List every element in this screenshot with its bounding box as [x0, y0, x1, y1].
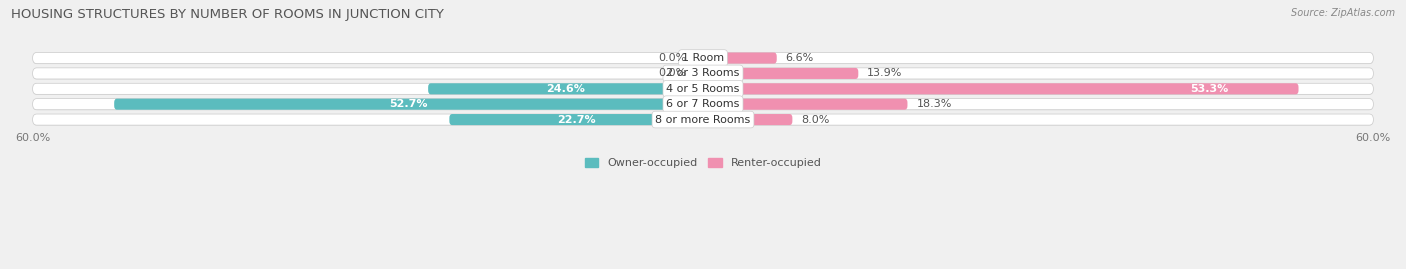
- Text: 13.9%: 13.9%: [868, 68, 903, 79]
- FancyBboxPatch shape: [703, 99, 907, 110]
- FancyBboxPatch shape: [703, 52, 776, 63]
- FancyBboxPatch shape: [32, 52, 1374, 64]
- Text: 22.7%: 22.7%: [557, 115, 596, 125]
- Text: 1 Room: 1 Room: [682, 53, 724, 63]
- Text: 18.3%: 18.3%: [917, 99, 952, 109]
- FancyBboxPatch shape: [32, 99, 1374, 110]
- FancyBboxPatch shape: [429, 83, 703, 94]
- FancyBboxPatch shape: [32, 83, 1374, 95]
- FancyBboxPatch shape: [32, 114, 1374, 126]
- Text: 0.0%: 0.0%: [658, 53, 686, 63]
- Text: 53.3%: 53.3%: [1189, 84, 1229, 94]
- Text: HOUSING STRUCTURES BY NUMBER OF ROOMS IN JUNCTION CITY: HOUSING STRUCTURES BY NUMBER OF ROOMS IN…: [11, 8, 444, 21]
- Text: 24.6%: 24.6%: [546, 84, 585, 94]
- Text: Source: ZipAtlas.com: Source: ZipAtlas.com: [1291, 8, 1395, 18]
- FancyBboxPatch shape: [703, 83, 1299, 94]
- FancyBboxPatch shape: [32, 99, 1374, 110]
- Legend: Owner-occupied, Renter-occupied: Owner-occupied, Renter-occupied: [585, 158, 821, 168]
- Text: 8 or more Rooms: 8 or more Rooms: [655, 115, 751, 125]
- Text: 4 or 5 Rooms: 4 or 5 Rooms: [666, 84, 740, 94]
- FancyBboxPatch shape: [703, 114, 793, 125]
- FancyBboxPatch shape: [703, 68, 858, 79]
- Text: 52.7%: 52.7%: [389, 99, 427, 109]
- FancyBboxPatch shape: [32, 52, 1374, 63]
- FancyBboxPatch shape: [32, 83, 1374, 94]
- Text: 6 or 7 Rooms: 6 or 7 Rooms: [666, 99, 740, 109]
- Text: 6.6%: 6.6%: [786, 53, 814, 63]
- FancyBboxPatch shape: [32, 114, 1374, 125]
- FancyBboxPatch shape: [32, 68, 1374, 79]
- FancyBboxPatch shape: [114, 99, 703, 110]
- Text: 0.0%: 0.0%: [658, 68, 686, 79]
- FancyBboxPatch shape: [450, 114, 703, 125]
- Text: 8.0%: 8.0%: [801, 115, 830, 125]
- FancyBboxPatch shape: [32, 68, 1374, 79]
- Text: 2 or 3 Rooms: 2 or 3 Rooms: [666, 68, 740, 79]
